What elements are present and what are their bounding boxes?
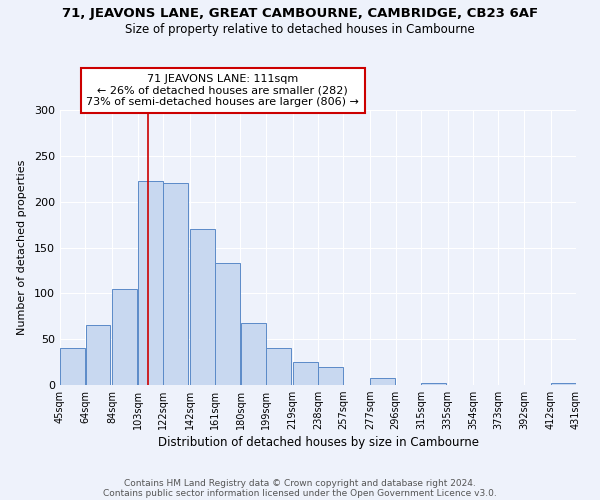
Bar <box>190 229 215 385</box>
Bar <box>86 326 110 385</box>
Text: 71 JEAVONS LANE: 111sqm
← 26% of detached houses are smaller (282)
73% of semi-d: 71 JEAVONS LANE: 111sqm ← 26% of detache… <box>86 74 359 108</box>
Bar <box>241 322 266 385</box>
Y-axis label: Number of detached properties: Number of detached properties <box>17 160 27 335</box>
Bar <box>319 366 343 385</box>
Bar <box>61 348 85 385</box>
Text: Size of property relative to detached houses in Cambourne: Size of property relative to detached ho… <box>125 22 475 36</box>
Bar <box>138 182 163 385</box>
Text: Contains HM Land Registry data © Crown copyright and database right 2024.: Contains HM Land Registry data © Crown c… <box>124 478 476 488</box>
Bar <box>370 378 395 385</box>
Bar <box>266 348 291 385</box>
Bar <box>421 383 446 385</box>
Bar <box>112 289 137 385</box>
X-axis label: Distribution of detached houses by size in Cambourne: Distribution of detached houses by size … <box>157 436 479 450</box>
Bar <box>293 362 317 385</box>
Bar <box>551 383 575 385</box>
Bar <box>215 263 240 385</box>
Text: 71, JEAVONS LANE, GREAT CAMBOURNE, CAMBRIDGE, CB23 6AF: 71, JEAVONS LANE, GREAT CAMBOURNE, CAMBR… <box>62 8 538 20</box>
Bar <box>163 184 188 385</box>
Text: Contains public sector information licensed under the Open Government Licence v3: Contains public sector information licen… <box>103 488 497 498</box>
